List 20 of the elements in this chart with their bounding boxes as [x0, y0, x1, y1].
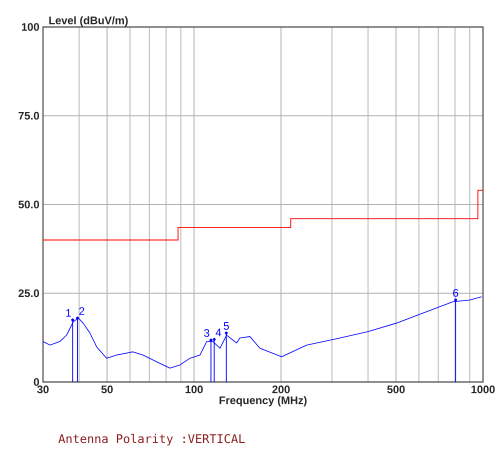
y-tick-label: 0	[34, 378, 40, 386]
y-tick-label: 75.0	[18, 112, 40, 120]
x-tick-label: 30	[37, 386, 49, 394]
y-tick-label: 100	[22, 23, 40, 31]
x-tick-label: 500	[387, 386, 405, 394]
x-tick-label: 100	[186, 386, 203, 394]
x-tick-label: 50	[101, 386, 113, 394]
annotation: 4	[216, 328, 222, 336]
annotation: 2	[79, 307, 84, 315]
annotation: 1	[66, 309, 71, 317]
y-axis-title: Level (dBuV/m)	[49, 16, 128, 26]
x-tick-label: 200	[272, 386, 290, 394]
y-tick-label: 25.0	[18, 289, 40, 298]
y-tick-label: 50.0	[18, 200, 40, 208]
annotation: 5	[224, 322, 229, 330]
annotation: 6	[453, 289, 458, 297]
text: Antenna Polarity :VERTICAL	[58, 434, 245, 446]
x-axis-title: Frequency (MHz)	[220, 396, 307, 406]
x-tick-label: 1000	[472, 386, 495, 394]
annotation: 3	[204, 329, 210, 337]
